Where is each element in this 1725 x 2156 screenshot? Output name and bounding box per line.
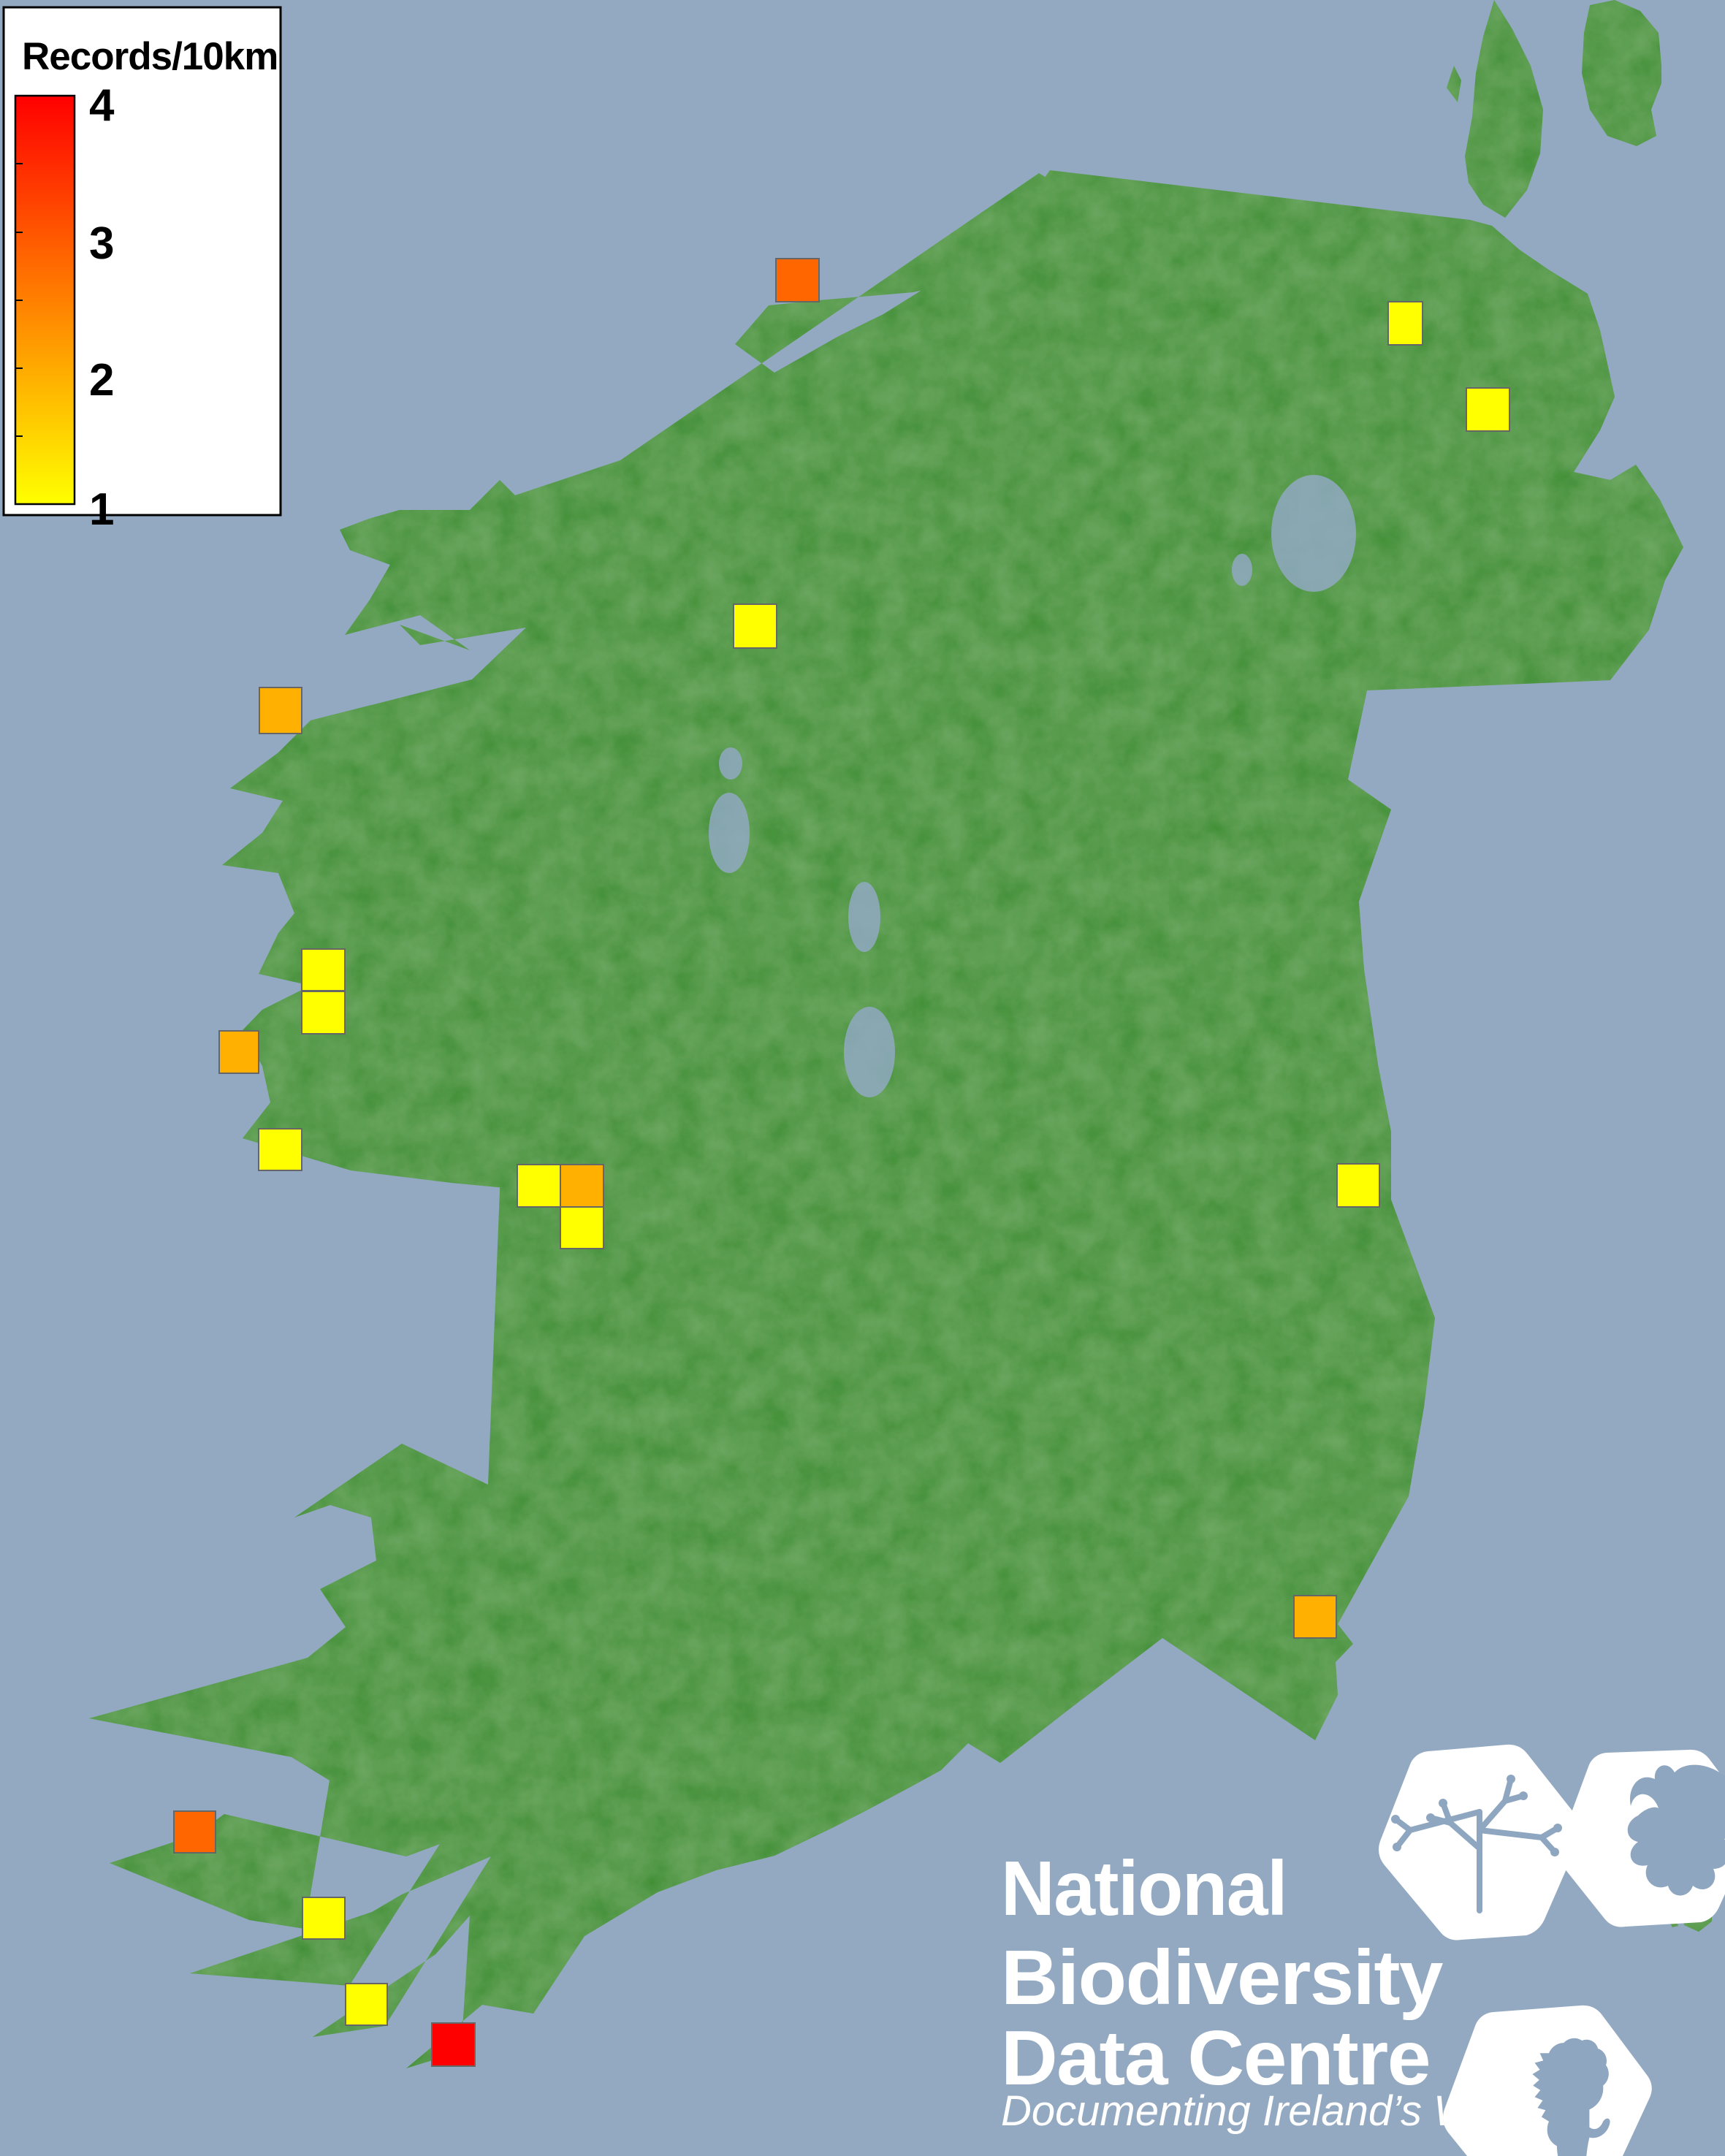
svg-text:2: 2 [89,355,114,405]
svg-text:3: 3 [89,218,114,269]
svg-text:National: National [1001,1845,1287,1932]
svg-text:4: 4 [89,80,115,131]
svg-text:Biodiversity: Biodiversity [1001,1935,1444,2021]
svg-text:Records/10km: Records/10km [22,35,278,78]
svg-text:1: 1 [89,484,114,535]
